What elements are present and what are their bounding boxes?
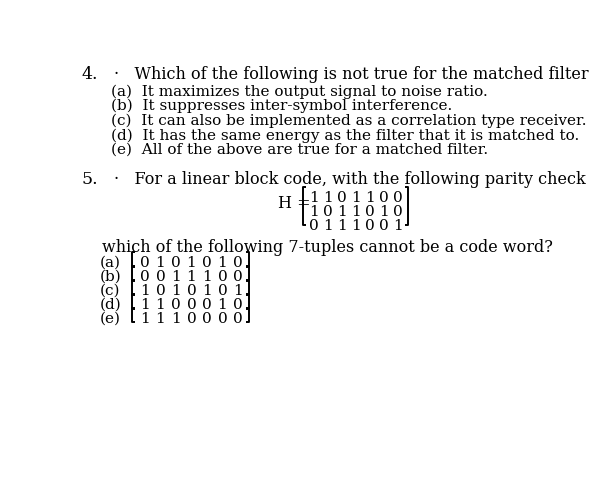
Text: 0: 0: [217, 311, 227, 326]
Text: 1: 1: [155, 256, 166, 270]
Text: 1: 1: [217, 298, 227, 312]
Text: (c): (c): [100, 284, 121, 298]
Text: 0: 0: [309, 219, 319, 233]
Text: (c)  It can also be implemented as a correlation type receiver.: (c) It can also be implemented as a corr…: [111, 114, 586, 128]
Text: 1: 1: [233, 284, 243, 298]
Text: (d): (d): [100, 298, 122, 312]
Text: 1: 1: [171, 311, 181, 326]
Text: 1: 1: [351, 205, 360, 219]
Text: 1: 1: [337, 219, 347, 233]
Text: 0: 0: [202, 256, 212, 270]
Text: 1: 1: [171, 270, 181, 284]
Text: 0: 0: [393, 192, 402, 205]
Text: 0: 0: [337, 192, 347, 205]
Text: 0: 0: [202, 311, 212, 326]
Text: (e)  All of the above are true for a matched filter.: (e) All of the above are true for a matc…: [111, 143, 488, 157]
Text: 1: 1: [393, 219, 402, 233]
Text: 1: 1: [155, 298, 166, 312]
Text: 0: 0: [155, 284, 166, 298]
Text: 0: 0: [233, 311, 243, 326]
Text: 1: 1: [309, 192, 319, 205]
Text: H =: H =: [278, 194, 311, 212]
Text: 0: 0: [365, 205, 375, 219]
Text: 0: 0: [155, 270, 166, 284]
Text: 1: 1: [337, 205, 347, 219]
Text: 0: 0: [323, 205, 333, 219]
Text: 5.: 5.: [81, 171, 98, 188]
Text: ·   For a linear block code, with the following parity check matrix,: · For a linear block code, with the foll…: [114, 171, 589, 188]
Text: 0: 0: [202, 298, 212, 312]
Text: which of the following 7-tuples cannot be a code word?: which of the following 7-tuples cannot b…: [101, 239, 552, 256]
Text: 1: 1: [202, 270, 212, 284]
Text: 0: 0: [393, 205, 402, 219]
Text: 1: 1: [140, 298, 150, 312]
Text: 0: 0: [140, 256, 150, 270]
Text: 1: 1: [323, 192, 333, 205]
Text: 0: 0: [140, 270, 150, 284]
Text: (b): (b): [100, 270, 122, 284]
Text: 0: 0: [217, 270, 227, 284]
Text: 1: 1: [351, 219, 360, 233]
Text: (a)  It maximizes the output signal to noise ratio.: (a) It maximizes the output signal to no…: [111, 84, 488, 99]
Text: 1: 1: [155, 311, 166, 326]
Text: 0: 0: [233, 270, 243, 284]
Text: 1: 1: [140, 284, 150, 298]
Text: 0: 0: [187, 311, 196, 326]
Text: 4.: 4.: [81, 66, 98, 83]
Text: 0: 0: [365, 219, 375, 233]
Text: 1: 1: [323, 219, 333, 233]
Text: 1: 1: [187, 256, 196, 270]
Text: 1: 1: [187, 270, 196, 284]
Text: 1: 1: [365, 192, 375, 205]
Text: 1: 1: [202, 284, 212, 298]
Text: ·   Which of the following is not true for the matched filter?: · Which of the following is not true for…: [114, 66, 589, 83]
Text: 0: 0: [379, 192, 389, 205]
Text: 0: 0: [233, 256, 243, 270]
Text: 0: 0: [187, 284, 196, 298]
Text: 0: 0: [187, 298, 196, 312]
Text: 0: 0: [379, 219, 389, 233]
Text: 1: 1: [309, 205, 319, 219]
Text: 0: 0: [217, 284, 227, 298]
Text: 0: 0: [171, 256, 181, 270]
Text: (a): (a): [100, 256, 121, 270]
Text: 1: 1: [217, 256, 227, 270]
Text: 0: 0: [171, 298, 181, 312]
Text: 1: 1: [351, 192, 360, 205]
Text: (d)  It has the same energy as the filter that it is matched to.: (d) It has the same energy as the filter…: [111, 128, 579, 143]
Text: (b)  It suppresses inter-symbol interference.: (b) It suppresses inter-symbol interfere…: [111, 99, 452, 114]
Text: 1: 1: [379, 205, 389, 219]
Text: 1: 1: [140, 311, 150, 326]
Text: 1: 1: [171, 284, 181, 298]
Text: 0: 0: [233, 298, 243, 312]
Text: (e): (e): [100, 311, 121, 326]
